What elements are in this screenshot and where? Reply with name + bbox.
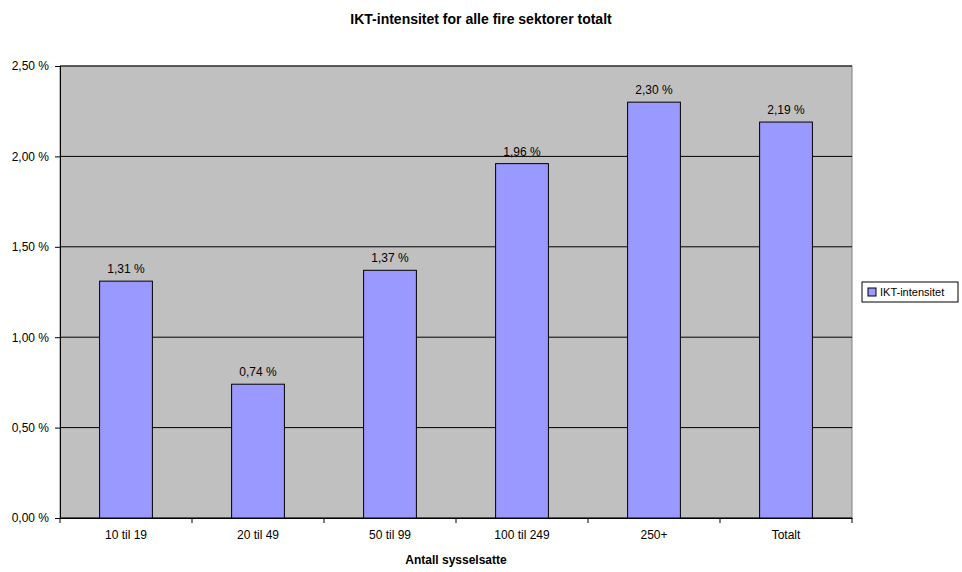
x-tick: 250+ (640, 518, 667, 542)
chart: IKT-intensitet for alle fire sektorer to… (0, 0, 962, 572)
bar (628, 102, 681, 518)
y-tick-mark (55, 247, 60, 248)
y-tick-label: 2,50 % (12, 59, 50, 73)
category-separator (192, 518, 193, 523)
y-tick: 0,00 % (12, 511, 60, 525)
legend: IKT-intensitet (862, 282, 958, 302)
grid-line (60, 66, 852, 67)
grid (60, 66, 852, 518)
x-tick: 50 til 99 (369, 518, 411, 542)
y-tick: 2,00 % (12, 150, 60, 164)
data-label: 2,19 % (767, 103, 805, 117)
x-axis: 10 til 19 20 til 49 50 til 99 100 til 249 25… (60, 518, 853, 542)
category-separator (720, 518, 721, 523)
x-tick-label: Totalt (772, 528, 801, 542)
y-tick-mark (55, 518, 60, 519)
plot: 1,31 % 0,74 % 1,37 % 1,96 % 2,30 % 2,19 % 0,00… (12, 59, 853, 541)
x-tick: 20 til 49 (237, 518, 279, 542)
x-tick-label: 250+ (640, 528, 667, 542)
bar (364, 270, 417, 518)
data-label: 0,74 % (239, 365, 277, 379)
y-tick-label: 1,00 % (12, 331, 50, 345)
bar (760, 122, 813, 518)
category-separators (60, 518, 852, 523)
category-separator (324, 518, 325, 523)
grid-line (60, 156, 852, 157)
y-tick-label: 0,50 % (12, 421, 50, 435)
legend-box (862, 282, 958, 302)
y-tick-mark (55, 428, 60, 429)
x-tick-label: 100 til 249 (494, 528, 550, 542)
bar (496, 164, 549, 518)
legend-label: IKT-intensitet (880, 286, 944, 298)
y-tick-label: 2,00 % (12, 150, 50, 164)
y-tick: 2,50 % (12, 59, 60, 73)
plot-area (60, 66, 852, 518)
category-separator (456, 518, 457, 523)
y-tick-label: 0,00 % (12, 511, 50, 525)
grid-line (60, 427, 852, 428)
y-tick-mark (55, 66, 60, 67)
category-separator (588, 518, 589, 523)
x-axis-title: Antall sysselsatte (405, 553, 507, 567)
y-tick: 1,00 % (12, 331, 60, 345)
x-tick: 100 til 249 (494, 518, 550, 542)
background (0, 0, 962, 572)
legend-swatch (868, 288, 876, 296)
y-tick-mark (55, 337, 60, 338)
y-tick-mark (55, 156, 60, 157)
x-tick-label: 10 til 19 (105, 528, 147, 542)
bars (100, 102, 813, 518)
data-label: 1,37 % (371, 251, 409, 265)
x-tick-label: 20 til 49 (237, 528, 279, 542)
grid-line (60, 337, 852, 338)
y-tick: 1,50 % (12, 240, 60, 254)
title: IKT-intensitet for alle fire sektorer to… (350, 11, 612, 27)
x-tick: 10 til 19 (105, 518, 147, 542)
data-label: 1,31 % (107, 262, 145, 276)
data-label: 2,30 % (635, 83, 673, 97)
category-separator (60, 518, 61, 523)
data-label: 1,96 % (503, 145, 541, 159)
data-labels: 1,31 % 0,74 % 1,37 % 1,96 % 2,30 % 2,19 % (107, 83, 805, 379)
bar (232, 384, 285, 518)
grid-line (60, 246, 852, 247)
bar (100, 281, 153, 518)
y-axis: 0,00 % 0,50 % 1,00 % 1,50 % 2,00 % 2,50 % (12, 59, 61, 525)
x-tick: Totalt (772, 518, 801, 542)
y-tick-label: 1,50 % (12, 240, 50, 254)
category-separator (852, 518, 853, 523)
x-tick-label: 50 til 99 (369, 528, 411, 542)
y-tick: 0,50 % (12, 421, 60, 435)
y-axis-line (55, 67, 61, 519)
